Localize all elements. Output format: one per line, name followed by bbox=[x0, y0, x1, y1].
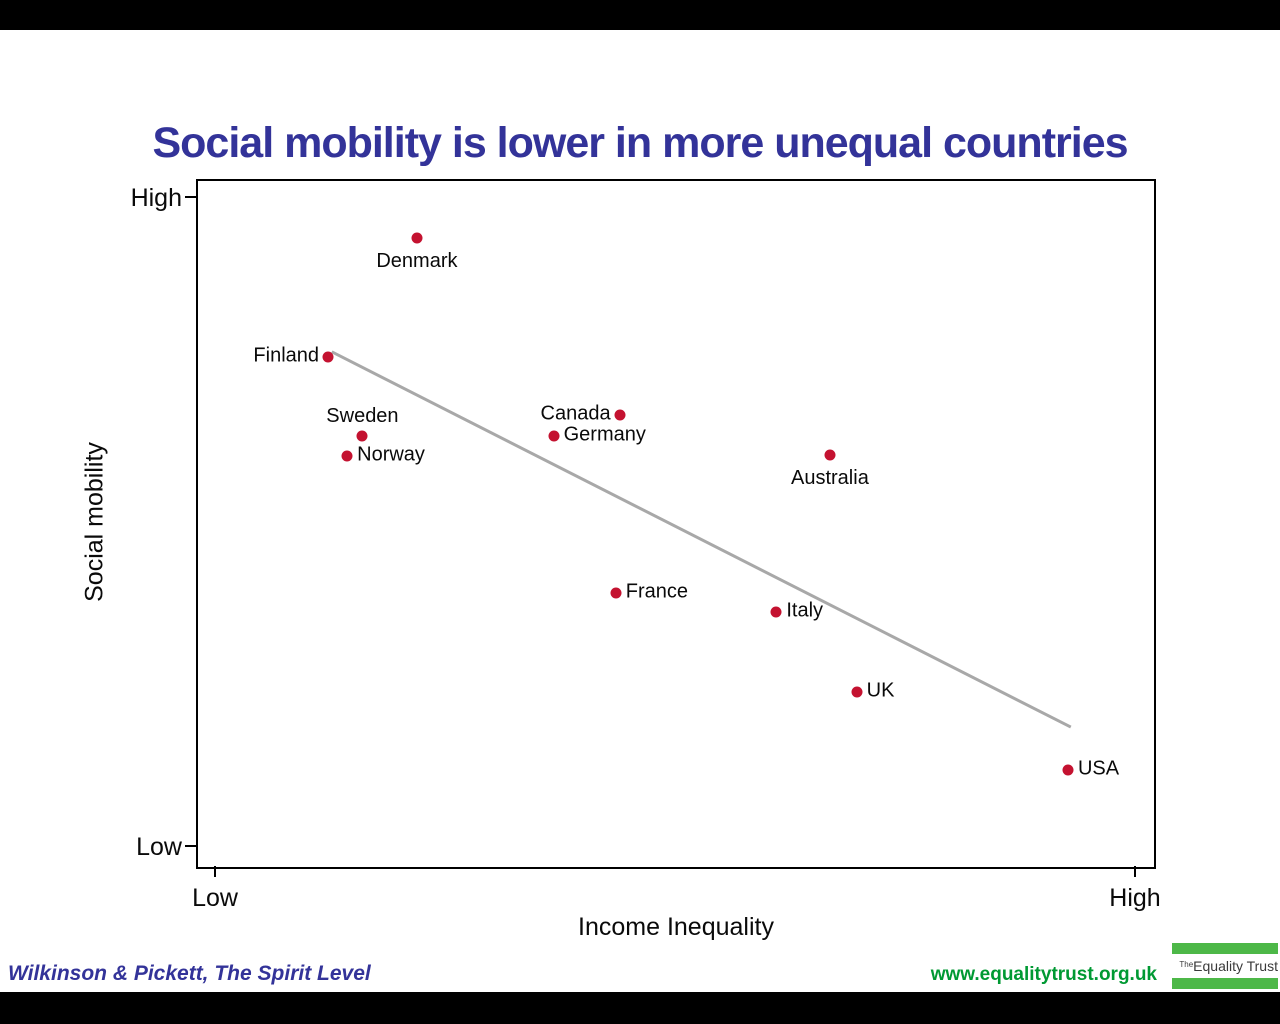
x-axis-title: Income Inequality bbox=[578, 913, 774, 941]
x-axis-high-label: High bbox=[1109, 884, 1161, 912]
y-axis-high-label: High bbox=[130, 184, 182, 212]
point-label-usa: USA bbox=[1077, 757, 1120, 780]
point-label-france: France bbox=[625, 580, 689, 603]
y-axis-title: Social mobility bbox=[80, 442, 109, 602]
data-point-australia bbox=[824, 449, 836, 461]
plot-area: Denmark Finland Sweden Norway Canada Germany A… bbox=[196, 179, 1156, 869]
data-point-canada bbox=[614, 409, 626, 421]
bottom-black-bar bbox=[0, 992, 1280, 1024]
data-point-france bbox=[610, 587, 622, 599]
slide-title: Social mobility is lower in more unequal… bbox=[152, 118, 1128, 167]
data-point-usa bbox=[1062, 764, 1074, 776]
data-point-uk bbox=[851, 686, 863, 698]
data-point-norway bbox=[341, 450, 353, 462]
y-tick-low bbox=[185, 845, 196, 847]
point-label-uk: UK bbox=[866, 679, 895, 702]
logo-name: Equality Trust bbox=[1193, 958, 1278, 974]
equality-trust-logo: TheEquality Trust bbox=[1168, 941, 1278, 991]
point-label-germany: Germany bbox=[563, 423, 646, 446]
data-point-italy bbox=[770, 606, 782, 618]
point-label-sweden: Sweden bbox=[326, 405, 399, 428]
equality-trust-url: www.equalitytrust.org.uk bbox=[930, 964, 1157, 985]
data-point-denmark bbox=[411, 232, 423, 244]
point-label-denmark: Denmark bbox=[376, 249, 458, 272]
y-tick-high bbox=[185, 196, 196, 198]
y-axis-low-label: Low bbox=[136, 833, 182, 861]
point-label-italy: Italy bbox=[786, 599, 824, 622]
point-label-canada: Canada bbox=[540, 402, 611, 425]
point-label-australia: Australia bbox=[791, 466, 869, 489]
citation-text: Wilkinson & Pickett, The Spirit Level bbox=[8, 962, 371, 985]
logo-bar-top bbox=[1172, 943, 1278, 954]
logo-prefix: The bbox=[1179, 960, 1194, 969]
data-point-sweden bbox=[356, 430, 368, 442]
top-black-bar bbox=[0, 0, 1280, 30]
point-label-finland: Finland bbox=[253, 344, 320, 367]
logo-bar-bottom bbox=[1172, 978, 1278, 989]
data-point-finland bbox=[322, 351, 334, 363]
x-tick-low bbox=[214, 866, 216, 877]
data-point-germany bbox=[548, 430, 560, 442]
x-axis-low-label: Low bbox=[192, 884, 238, 912]
point-label-norway: Norway bbox=[357, 443, 425, 466]
x-tick-high bbox=[1134, 866, 1136, 877]
logo-text: TheEquality Trust bbox=[1168, 958, 1278, 974]
trend-line bbox=[331, 350, 1072, 729]
